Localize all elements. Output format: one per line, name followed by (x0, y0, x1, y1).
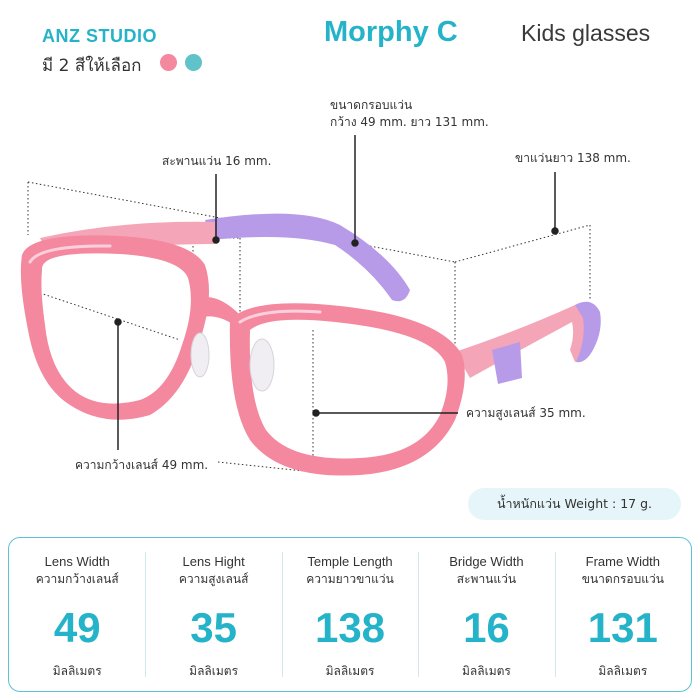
spec-label-en: Lens Width (44, 554, 110, 569)
spec-lens-width: Lens Width ความกว้างเลนส์ 49 มิลลิเมตร (9, 538, 145, 691)
color-swatch-teal[interactable] (185, 54, 202, 71)
temple-annotation: ขาแว่นยาว 138 mm. (515, 151, 631, 165)
color-swatch-pink[interactable] (160, 54, 177, 71)
spec-value: 49 (53, 604, 101, 651)
spec-unit: มิลลิเมตร (189, 664, 239, 678)
spec-unit: มิลลิเมตร (325, 664, 375, 678)
lens-width-annotation: ความกว้างเลนส์ 49 mm. (75, 458, 209, 472)
frame-size-annotation: ขนาดกรอบแว่น กว้าง 49 mm. ยาว 131 mm. (330, 97, 489, 131)
lens-height-annotation: ความสูงเลนส์ 35 mm. (466, 406, 586, 420)
model-name: Morphy C (324, 16, 458, 48)
spec-panel: Lens Width ความกว้างเลนส์ 49 มิลลิเมตร L… (8, 537, 692, 692)
temple-far (205, 213, 410, 302)
spec-label-en: Temple Length (307, 554, 393, 569)
lens-rim-left (20, 235, 209, 420)
spec-label-th: ความสูงเลนส์ (178, 572, 249, 586)
spec-value: 35 (190, 604, 237, 651)
hinge-grip (492, 342, 522, 384)
nose-pad-left (190, 332, 210, 378)
nose-pad-right (249, 338, 275, 392)
product-category: Kids glasses (521, 20, 651, 46)
lens-rim-right (229, 303, 465, 476)
spec-value: 138 (314, 604, 386, 651)
annotation-leaders (114, 135, 559, 450)
spec-label-en: Bridge Width (449, 554, 524, 569)
spec-label-en: Frame Width (585, 554, 661, 569)
frame-size-line2: กว้าง 49 mm. ยาว 131 mm. (330, 115, 489, 129)
color-options-label: มี 2 สีให้เลือก (42, 56, 142, 76)
weight-badge: น้ำหนักแว่น Weight : 17 g. (468, 488, 681, 520)
glasses-illustration (20, 135, 601, 476)
spec-lens-height: Lens Hight ความสูงเลนส์ 35 มิลลิเมตร (145, 538, 281, 691)
spec-value: 131 (587, 604, 658, 651)
spec-label-th: ขนาดกรอบแว่น (581, 572, 664, 586)
spec-unit: มิลลิเมตร (52, 664, 102, 678)
bridge-annotation: สะพานแว่น 16 mm. (162, 154, 272, 168)
spec-label-th: ความยาวขาแว่น (306, 572, 394, 586)
spec-bridge-width: Bridge Width สะพานแว่น 16 มิลลิเมตร (418, 538, 554, 691)
bridge (195, 297, 240, 328)
spec-temple-length: Temple Length ความยาวขาแว่น 138 มิลลิเมต… (281, 538, 418, 691)
spec-label-th: สะพานแว่น (456, 572, 517, 586)
spec-frame-width: Frame Width ขนาดกรอบแว่น 131 มิลลิเมตร (554, 538, 691, 691)
temple-near (455, 302, 599, 378)
spec-label-en: Lens Hight (182, 554, 245, 569)
spec-label-th: ความกว้างเลนส์ (35, 572, 119, 586)
temple-near-tip (575, 301, 601, 363)
spec-unit: มิลลิเมตร (598, 664, 648, 678)
spec-unit: มิลลิเมตร (461, 664, 511, 678)
frame-size-line1: ขนาดกรอบแว่น (330, 98, 413, 112)
spec-value: 16 (463, 604, 510, 651)
brand-name: ANZ STUDIO (42, 26, 157, 46)
